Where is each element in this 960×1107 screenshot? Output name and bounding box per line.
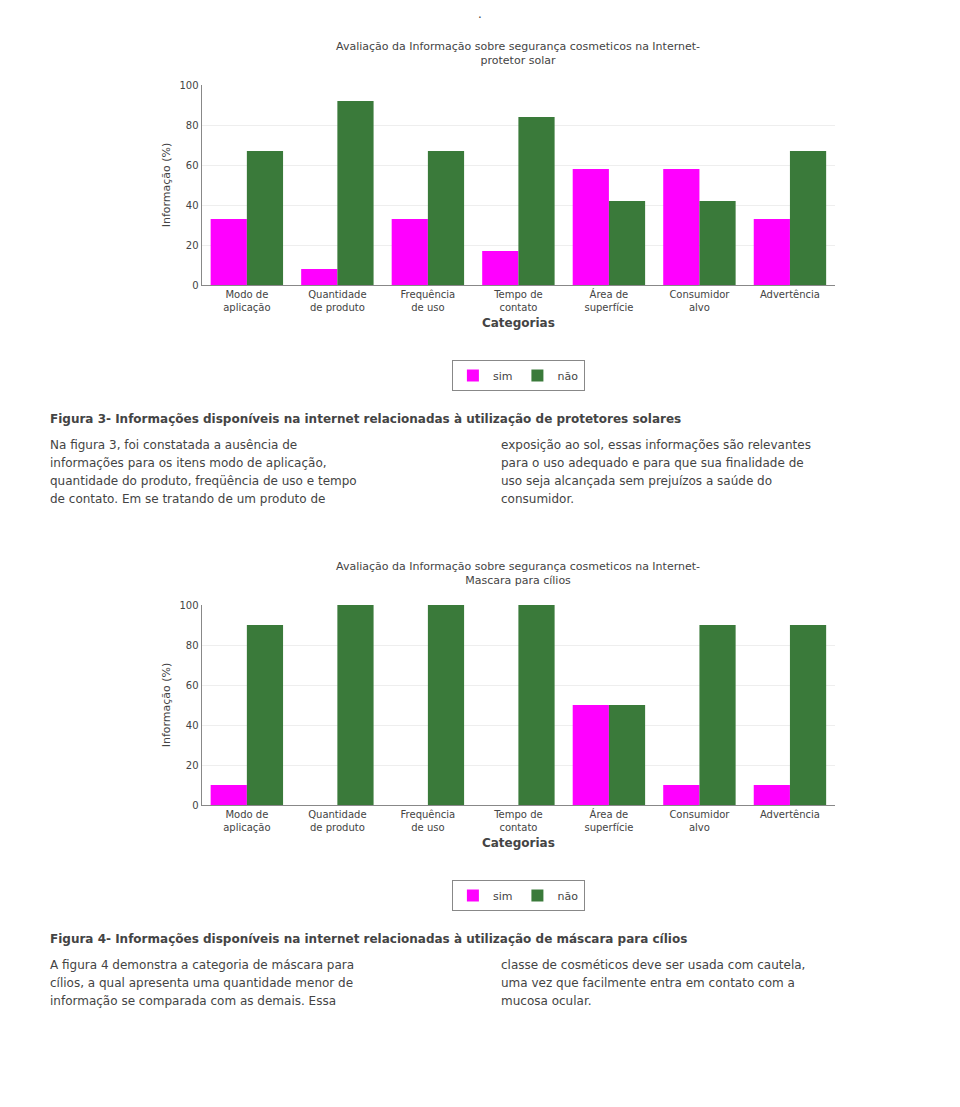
svg-text:0: 0 [192, 800, 198, 811]
svg-text:Advertência: Advertência [760, 289, 820, 300]
svg-text:não: não [557, 370, 578, 383]
svg-text:20: 20 [186, 240, 199, 251]
svg-text:uma vez que facilmente entra e: uma vez que facilmente entra em contato … [501, 976, 795, 990]
svg-text:60: 60 [186, 160, 199, 171]
svg-text:100: 100 [180, 80, 199, 91]
svg-text:Informação (%): Informação (%) [160, 663, 173, 748]
svg-text:Consumidoralvo: Consumidoralvo [669, 809, 730, 833]
svg-text:Figura 3- Informações disponív: Figura 3- Informações disponíveis na int… [50, 412, 681, 426]
svg-text:não: não [557, 890, 578, 903]
svg-text:consumidor.: consumidor. [501, 492, 574, 506]
svg-text:informações para os itens modo: informações para os itens modo de aplica… [50, 456, 327, 470]
svg-text:80: 80 [186, 120, 199, 131]
svg-text:Avaliação da Informação sobre: Avaliação da Informação sobre segurança … [336, 40, 700, 67]
svg-text:Categorias: Categorias [482, 316, 555, 330]
svg-text:Frequênciade uso: Frequênciade uso [401, 809, 456, 833]
svg-text:Avaliação da Informação sobre: Avaliação da Informação sobre segurança … [336, 560, 700, 587]
svg-text:Advertência: Advertência [760, 809, 820, 820]
svg-text:80: 80 [186, 640, 199, 651]
svg-text:mucosa ocular.: mucosa ocular. [501, 994, 592, 1008]
svg-text:40: 40 [186, 720, 199, 731]
svg-text:Modo deaplicação: Modo deaplicação [223, 809, 270, 833]
svg-text:Tempo decontato: Tempo decontato [493, 809, 542, 833]
svg-text:.: . [478, 7, 482, 21]
svg-text:exposição ao sol, essas inform: exposição ao sol, essas informações são … [501, 438, 811, 452]
svg-text:40: 40 [186, 200, 199, 211]
svg-text:60: 60 [186, 680, 199, 691]
svg-text:uso seja alcançada sem prejuíz: uso seja alcançada sem prejuízos a saúde… [501, 474, 772, 488]
svg-text:Informação (%): Informação (%) [160, 143, 173, 228]
svg-text:20: 20 [186, 760, 199, 771]
svg-text:Categorias: Categorias [482, 836, 555, 850]
svg-text:Quantidadede produto: Quantidadede produto [308, 289, 366, 313]
svg-text:100: 100 [180, 600, 199, 611]
svg-text:sim: sim [493, 370, 513, 383]
svg-text:Consumidoralvo: Consumidoralvo [669, 289, 730, 313]
svg-text:Na figura 3, foi constatada a: Na figura 3, foi constatada a ausência d… [50, 438, 297, 452]
svg-text:Figura 4- Informações disponív: Figura 4- Informações disponíveis na int… [50, 932, 687, 946]
svg-text:de contato. Em se tratando de: de contato. Em se tratando de um produto… [50, 492, 325, 506]
svg-text:Área desuperfície: Área desuperfície [584, 808, 633, 833]
svg-text:Frequênciade uso: Frequênciade uso [401, 289, 456, 313]
svg-text:Tempo decontato: Tempo decontato [493, 289, 542, 313]
svg-text:cílios, a qual apresenta uma q: cílios, a qual apresenta uma quantidade … [50, 976, 353, 990]
svg-text:0: 0 [192, 280, 198, 291]
svg-text:A figura 4 demonstra a categor: A figura 4 demonstra a categoria de másc… [50, 958, 354, 972]
svg-text:Quantidadede produto: Quantidadede produto [308, 809, 366, 833]
svg-text:Área desuperfície: Área desuperfície [584, 288, 633, 313]
svg-text:quantidade do produto, freqüên: quantidade do produto, freqüência de uso… [50, 474, 357, 488]
svg-text:para o uso adequado e para que: para o uso adequado e para que sua final… [501, 456, 804, 470]
svg-text:informação se comparada com as: informação se comparada com as demais. E… [50, 994, 336, 1008]
svg-text:sim: sim [493, 890, 513, 903]
svg-text:Modo deaplicação: Modo deaplicação [223, 289, 270, 313]
svg-text:classe de cosméticos deve ser: classe de cosméticos deve ser usada com … [501, 958, 805, 972]
